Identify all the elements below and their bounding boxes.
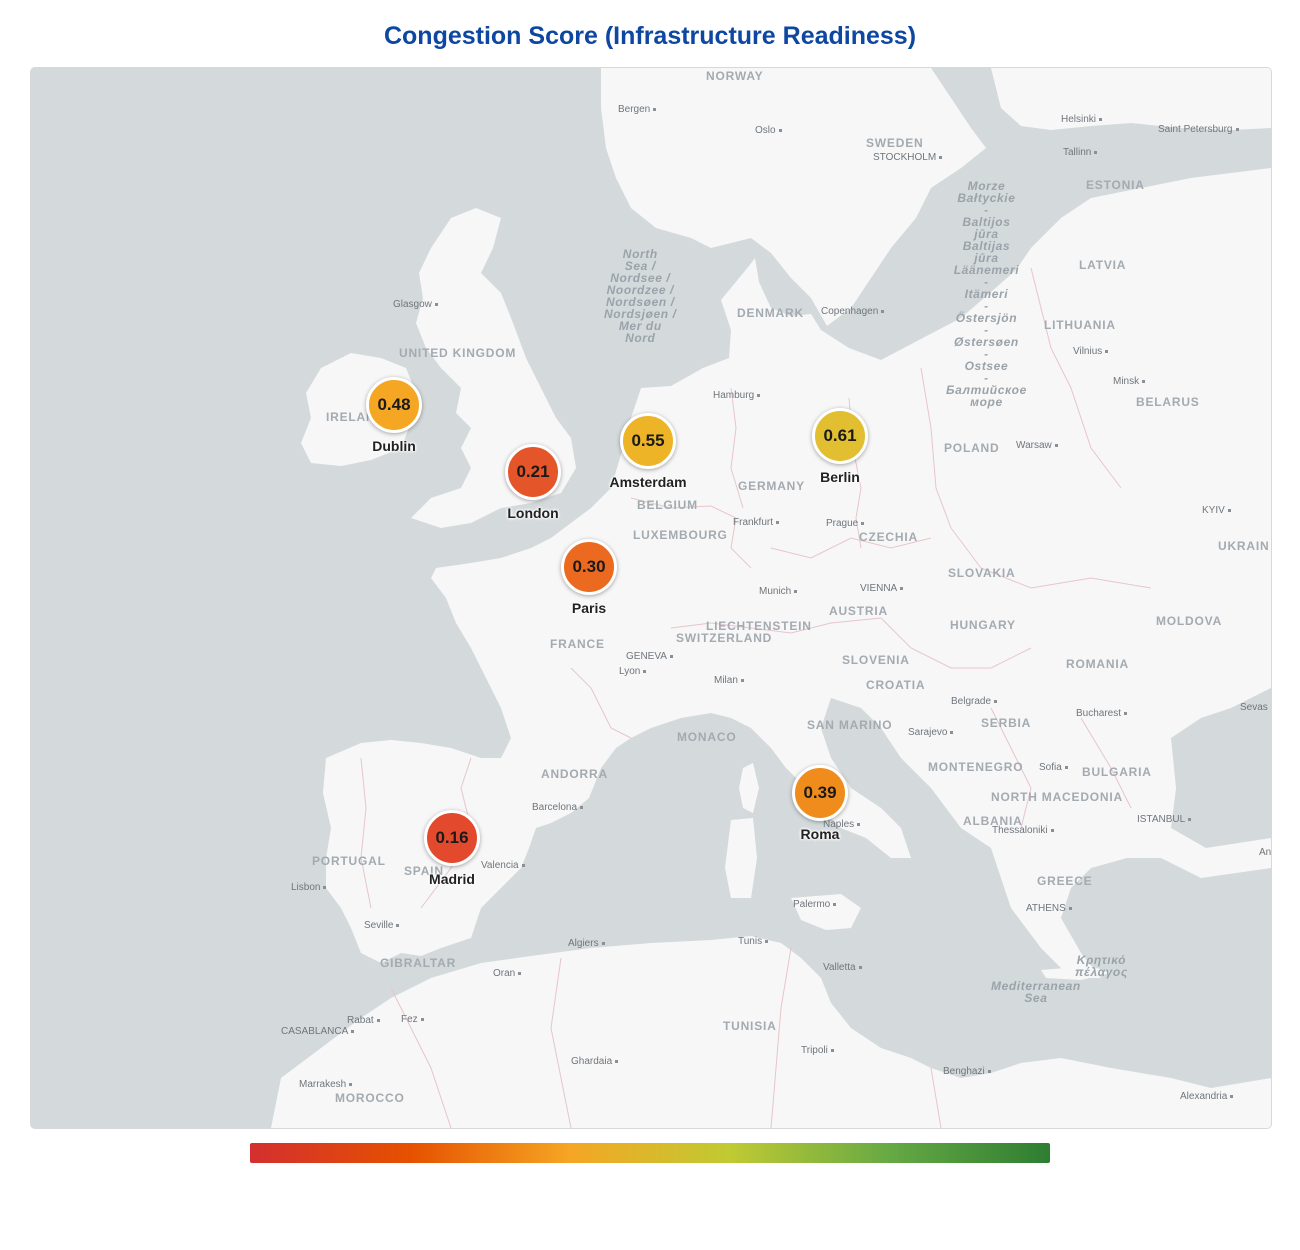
marker-city-label: Berlin <box>820 469 860 485</box>
border-line <box>880 617 1032 669</box>
border-line <box>570 667 632 739</box>
score-marker-berlin[interactable]: 0.61 <box>812 408 868 464</box>
marker-city-label: London <box>507 505 559 521</box>
border-line <box>670 617 882 634</box>
land-crete <box>1041 966 1111 980</box>
score-marker-dublin[interactable]: 0.48 <box>366 377 422 433</box>
border-line <box>1080 717 1132 809</box>
border-line <box>950 527 1152 589</box>
land-finland <box>991 68 1271 130</box>
marker-city-label: Amsterdam <box>609 474 687 490</box>
border-line <box>920 367 952 529</box>
landmass <box>271 68 1271 1128</box>
marker-city-label: Paris <box>571 600 607 616</box>
border-line <box>770 947 792 1128</box>
border-line <box>550 957 572 1128</box>
basemap <box>31 68 1271 1128</box>
marker-city-label: Dublin <box>372 438 416 454</box>
score-marker-london[interactable]: 0.21 <box>505 444 561 500</box>
border-line <box>770 537 932 559</box>
score-marker-paris[interactable]: 0.30 <box>561 539 617 595</box>
score-marker-roma[interactable]: 0.39 <box>792 765 848 821</box>
country-borders <box>360 267 1152 1128</box>
land-sicily <box>791 894 861 930</box>
border-line <box>1030 267 1122 489</box>
marker-city-label: Madrid <box>429 871 475 887</box>
marker-city-label: Roma <box>800 826 840 842</box>
land-scandinavia <box>601 68 986 326</box>
border-line <box>930 1067 942 1128</box>
border-line <box>390 987 452 1128</box>
color-scale-bar <box>250 1143 1050 1163</box>
land-mainland-europe <box>323 168 1271 978</box>
score-marker-madrid[interactable]: 0.16 <box>424 810 480 866</box>
chart-title: Congestion Score (Infrastructure Readine… <box>383 22 917 50</box>
map-view[interactable]: NORWAY SWEDEN ESTONIA LATVIA LITHUANIA DENMAR… <box>30 67 1272 1129</box>
score-marker-amsterdam[interactable]: 0.55 <box>620 413 676 469</box>
land-north-africa <box>271 936 1271 1128</box>
border-line <box>360 757 372 909</box>
border-line <box>990 707 1032 829</box>
border-line <box>730 387 744 509</box>
border-line <box>630 497 752 569</box>
land-corsica <box>739 763 759 813</box>
land-sardinia <box>725 818 757 898</box>
